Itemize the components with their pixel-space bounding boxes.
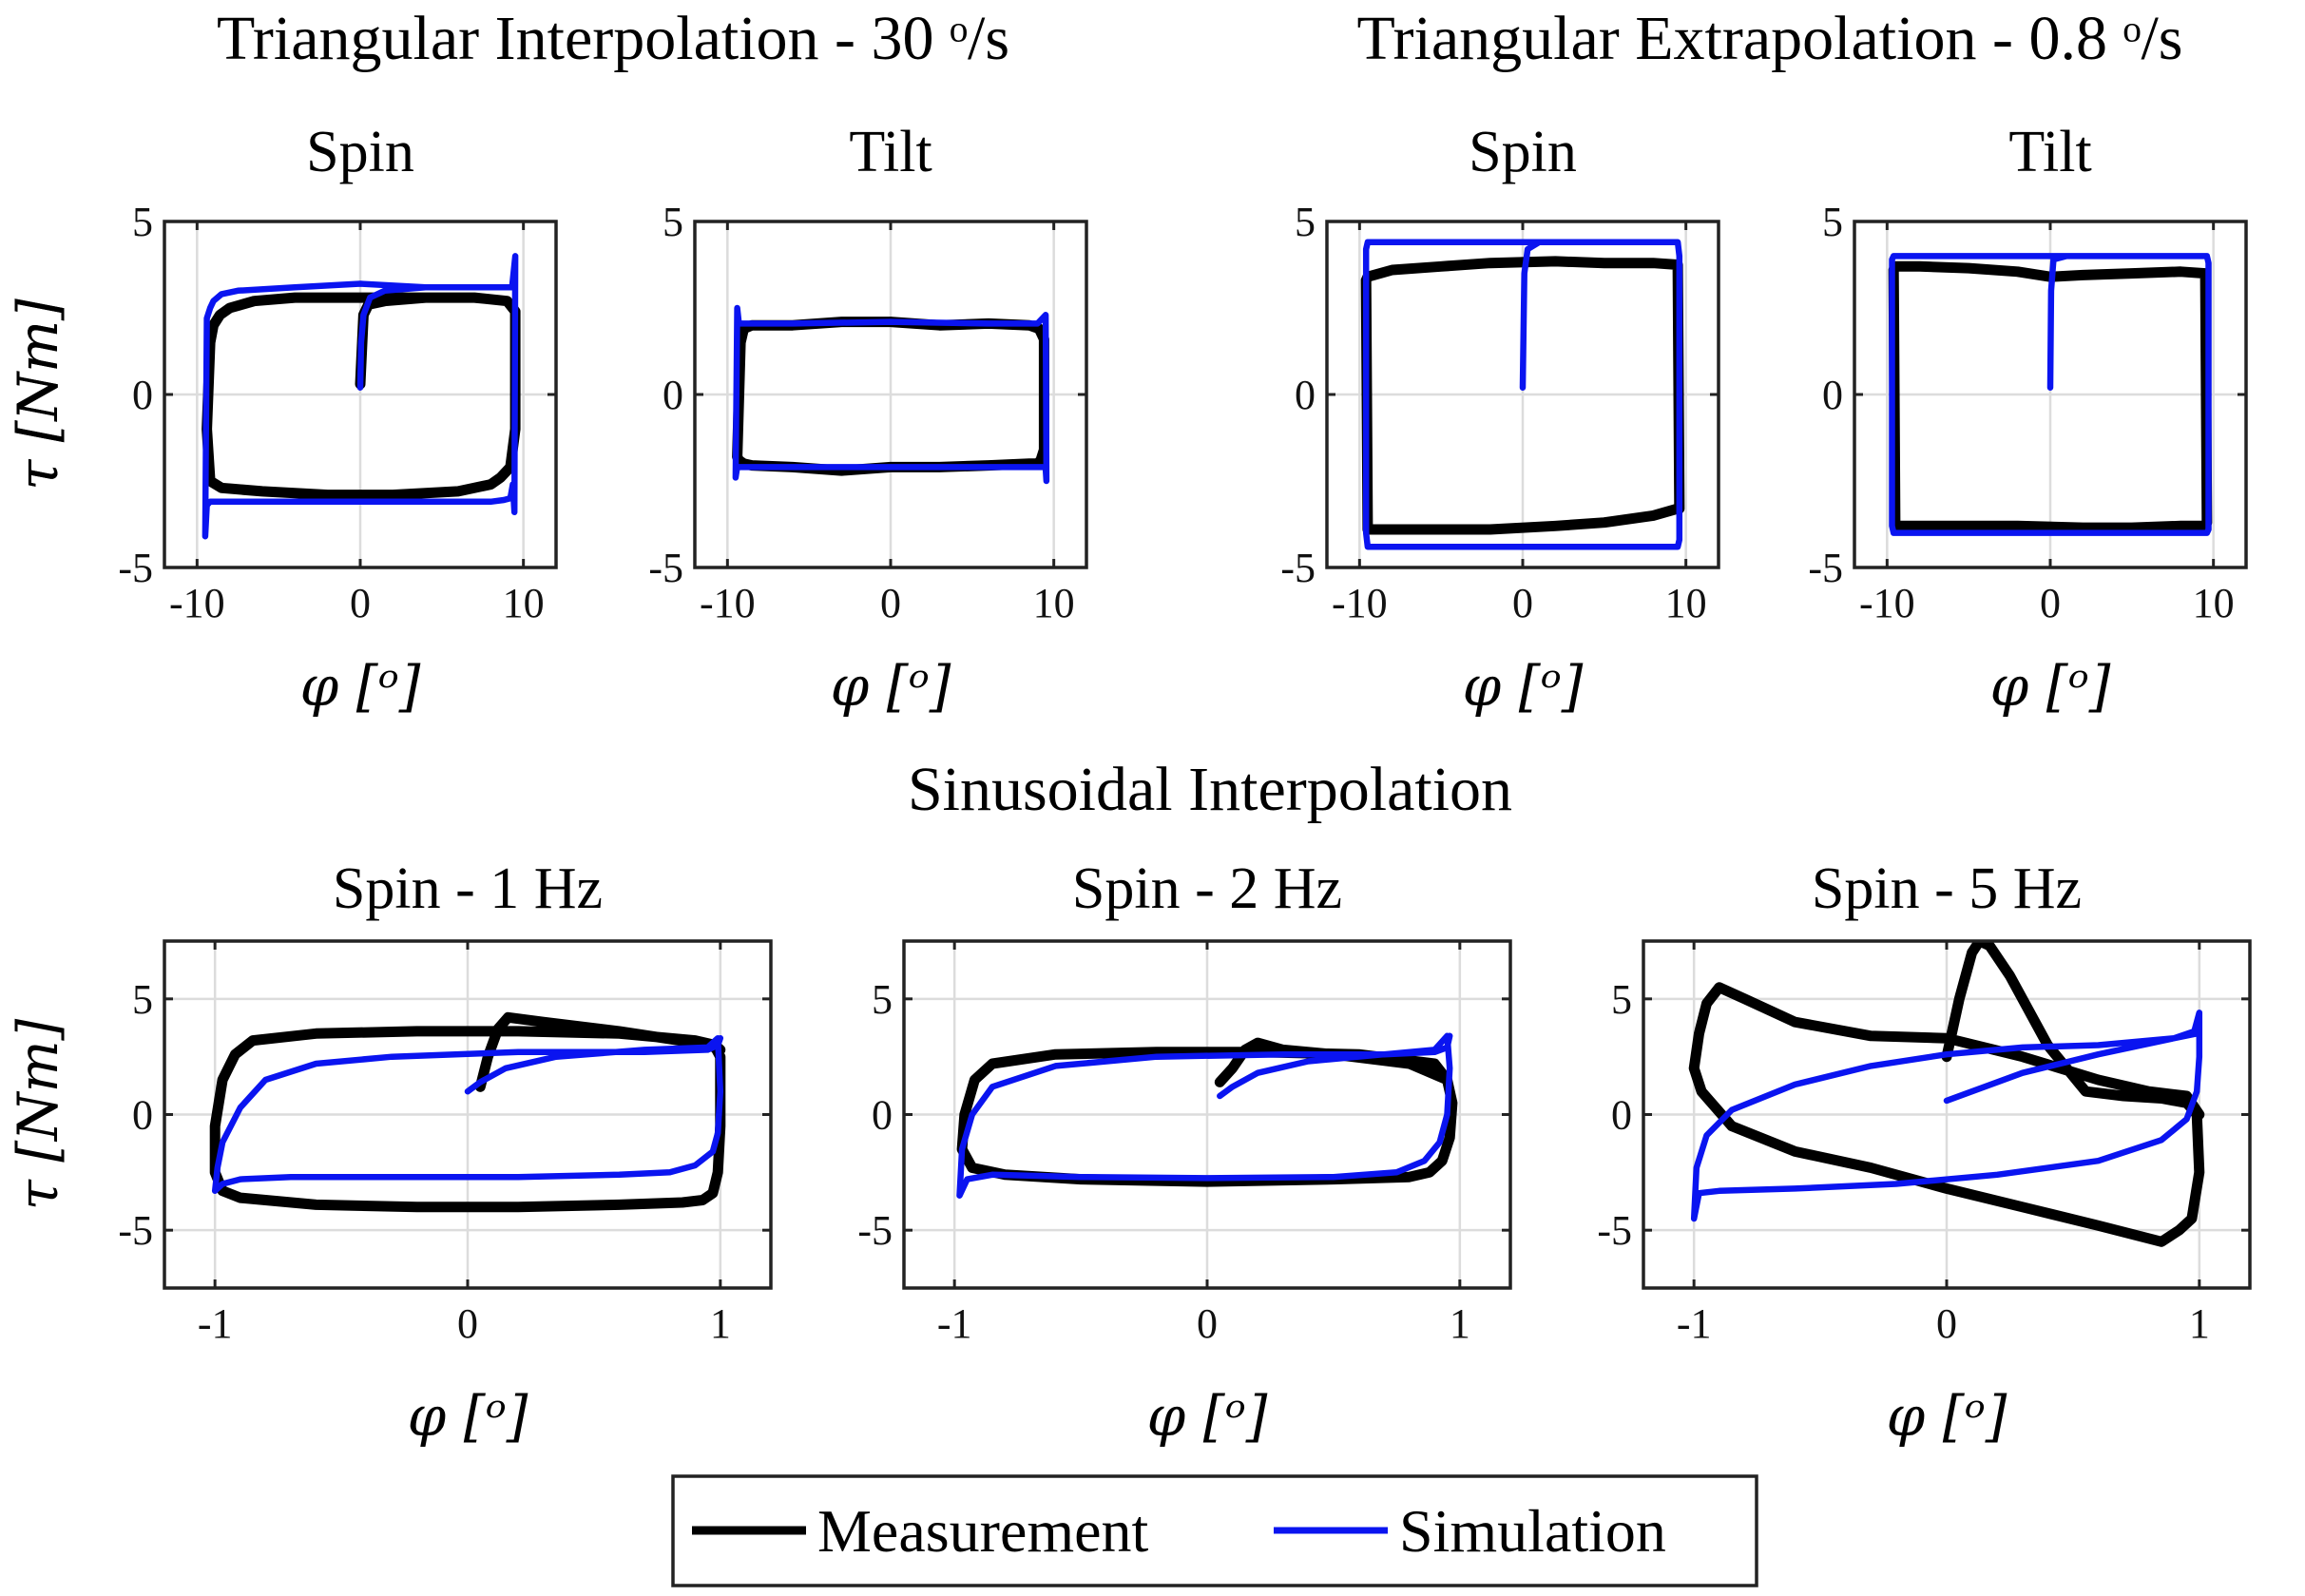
y-tick-label: 5 xyxy=(663,199,683,245)
y-tick-label: -5 xyxy=(118,545,153,591)
plot-triangular-interp-spin: -10 0 10 -5 0 5 Spin φ [ᵒ] τ [Nm] xyxy=(6,120,558,719)
plot-sinusoidal-spin-1hz: -1 0 1 -5 0 5 Spin - 1 Hz φ [ᵒ] τ [Nm] xyxy=(6,856,773,1449)
section-title-triangular-extrapolation: Triangular Extrapolation - 0.8 ᵒ/s xyxy=(1357,4,2183,73)
simulation-series-line xyxy=(1690,1010,2203,1222)
y-tick-label: 0 xyxy=(1822,372,1843,418)
x-tick-label: 0 xyxy=(457,1300,478,1347)
measurement-series-line xyxy=(202,292,521,501)
y-tick-label: 5 xyxy=(1611,976,1632,1023)
plot-title: Spin xyxy=(1469,120,1577,184)
x-tick-label: 0 xyxy=(2040,580,2061,626)
y-tick-label: 5 xyxy=(1822,199,1843,245)
x-tick-label: 1 xyxy=(2189,1300,2210,1347)
y-tick-label: -5 xyxy=(118,1207,153,1254)
y-tick-label: 0 xyxy=(872,1092,893,1139)
y-tick-label: -5 xyxy=(1808,545,1843,591)
x-tick-label: -10 xyxy=(700,580,756,626)
simulation-series-line xyxy=(211,1034,724,1195)
plot-title: Spin xyxy=(306,120,414,184)
y-axis-label: τ [Nm] xyxy=(6,1018,70,1210)
y-tick-label: 5 xyxy=(872,976,893,1023)
x-axis-label: φ [ᵒ] xyxy=(1887,1384,2007,1449)
x-tick-label: -10 xyxy=(1859,580,1915,626)
plot-title: Spin - 5 Hz xyxy=(1812,856,2082,921)
x-tick-label: -1 xyxy=(1677,1300,1712,1347)
simulation-series-line xyxy=(732,304,1050,485)
x-tick-label: 1 xyxy=(710,1300,731,1347)
y-axis-label: τ [Nm] xyxy=(6,298,70,490)
y-tick-label: -5 xyxy=(857,1207,893,1254)
legend-measurement-label: Measurement xyxy=(817,1497,1149,1565)
x-tick-label: 0 xyxy=(1936,1300,1957,1347)
y-tick-label: 5 xyxy=(1295,199,1316,245)
x-tick-label: 0 xyxy=(350,580,371,626)
x-axis-label: φ [ᵒ] xyxy=(408,1384,528,1449)
x-tick-label: 10 xyxy=(2193,580,2235,626)
y-tick-label: 5 xyxy=(132,976,153,1023)
simulation-series-line xyxy=(956,1032,1453,1199)
x-tick-label: -10 xyxy=(1332,580,1388,626)
simulation-series-line xyxy=(1362,239,1683,550)
y-tick-label: 0 xyxy=(132,372,153,418)
y-tick-label: -5 xyxy=(1280,545,1316,591)
measurement-series-line xyxy=(209,1011,726,1213)
section-title-sinusoidal-interpolation: Sinusoidal Interpolation xyxy=(908,755,1512,824)
plot-triangular-extrap-tilt: -10 0 10 -5 0 5 Tilt φ [ᵒ] xyxy=(1808,120,2248,719)
y-tick-label: -5 xyxy=(1597,1207,1632,1254)
plot-title: Spin - 2 Hz xyxy=(1072,856,1342,921)
measurement-series-line xyxy=(1688,941,2205,1247)
x-axis-label: φ [ᵒ] xyxy=(300,654,421,719)
x-axis-label: φ [ᵒ] xyxy=(831,654,951,719)
y-tick-label: 0 xyxy=(132,1092,153,1139)
legend: Measurement Simulation xyxy=(671,1474,1758,1587)
y-axis-label: τ [Nm] xyxy=(6,298,70,490)
simulation-series-line xyxy=(1889,253,2212,536)
x-tick-label: 10 xyxy=(1033,580,1075,626)
x-tick-label: 0 xyxy=(1512,580,1533,626)
y-tick-label: 0 xyxy=(1611,1092,1632,1139)
plot-title: Tilt xyxy=(849,120,932,184)
y-tick-label: -5 xyxy=(648,545,683,591)
plot-sinusoidal-spin-5hz: -1 0 1 -5 0 5 Spin - 5 Hz φ [ᵒ] xyxy=(1597,856,2252,1449)
section-title-triangular-interpolation: Triangular Interpolation - 30 ᵒ/s xyxy=(217,4,1009,73)
simulation-series-line xyxy=(202,253,519,540)
x-tick-label: 10 xyxy=(503,580,545,626)
x-tick-label: 10 xyxy=(1665,580,1707,626)
x-tick-label: -10 xyxy=(169,580,225,626)
x-tick-label: -1 xyxy=(937,1300,972,1347)
plot-title: Tilt xyxy=(2008,120,2091,184)
x-tick-label: -1 xyxy=(198,1300,233,1347)
x-axis-label: φ [ᵒ] xyxy=(1463,654,1584,719)
y-tick-label: 0 xyxy=(1295,372,1316,418)
legend-box xyxy=(671,1474,1758,1587)
legend-simulation-label: Simulation xyxy=(1399,1497,1666,1565)
plot-triangular-interp-tilt: -10 0 10 -5 0 5 Tilt φ [ᵒ] xyxy=(648,120,1088,719)
plot-triangular-extrap-spin: -10 0 10 -5 0 5 Spin φ [ᵒ] τ [Nm] xyxy=(6,120,1720,719)
plot-sinusoidal-spin-2hz: -1 0 1 -5 0 5 Spin - 2 Hz φ [ᵒ] xyxy=(857,856,1512,1449)
y-tick-label: 0 xyxy=(663,372,683,418)
x-tick-label: 0 xyxy=(880,580,901,626)
plot-title: Spin - 1 Hz xyxy=(333,856,603,921)
x-tick-label: 0 xyxy=(1197,1300,1218,1347)
x-tick-label: 1 xyxy=(1450,1300,1470,1347)
x-axis-label: φ [ᵒ] xyxy=(1990,654,2111,719)
x-axis-label: φ [ᵒ] xyxy=(1147,1384,1268,1449)
y-tick-label: 5 xyxy=(132,199,153,245)
